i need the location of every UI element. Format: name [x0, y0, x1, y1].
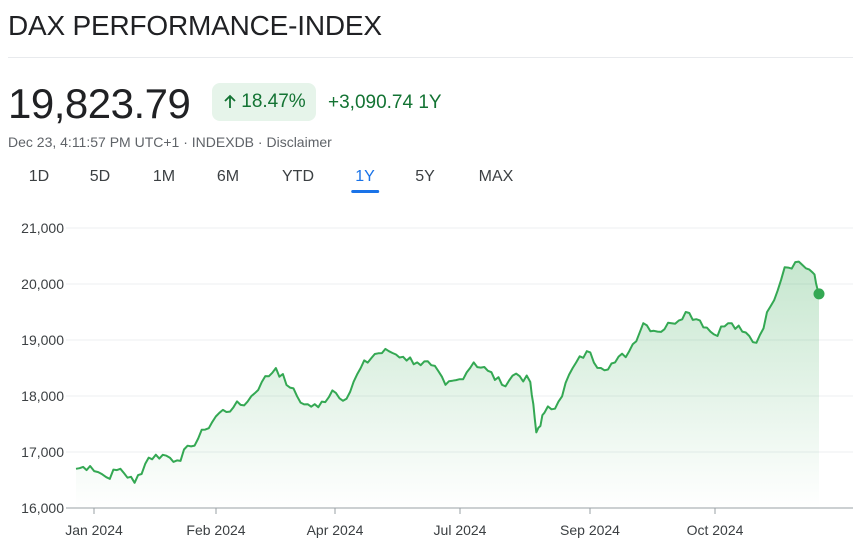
range-1y[interactable]: 1Y: [351, 166, 379, 193]
y-tick-label: 20,000: [21, 276, 64, 292]
x-tick-label: Apr 2024: [307, 522, 364, 538]
disclaimer-link[interactable]: Disclaimer: [266, 134, 332, 150]
x-tick-label: Jan 2024: [65, 522, 123, 538]
range-max[interactable]: MAX: [478, 168, 514, 185]
header-divider: [8, 57, 853, 58]
change-absolute: +3,090.74 1Y: [328, 92, 442, 114]
quote-meta: Dec 23, 4:11:57 PM UTC+1 · INDEXDB · Dis…: [8, 134, 332, 150]
y-tick-label: 16,000: [21, 500, 64, 516]
range-1m[interactable]: 1M: [152, 168, 176, 185]
range-1d[interactable]: 1D: [28, 168, 50, 185]
range-ytd[interactable]: YTD: [282, 168, 314, 185]
range-5y[interactable]: 5Y: [415, 168, 435, 185]
x-tick-label: Sep 2024: [560, 522, 620, 538]
change-percent-badge: 18.47%: [212, 83, 316, 121]
meta-separator: ·: [183, 134, 192, 150]
arrow-up-icon: [224, 94, 236, 108]
quote-source: INDEXDB: [191, 134, 255, 150]
page-title: DAX PERFORMANCE-INDEX: [8, 10, 382, 41]
current-price: 19,823.79: [8, 80, 191, 127]
x-tick-label: Jul 2024: [434, 522, 487, 538]
x-tick-label: Feb 2024: [186, 522, 245, 538]
price-line: [75, 260, 820, 484]
change-absolute-value: +3,090.74: [328, 92, 414, 113]
y-tick-label: 21,000: [21, 220, 64, 236]
current-price-marker: [813, 288, 825, 300]
y-tick-label: 18,000: [21, 388, 64, 404]
quote-timestamp: Dec 23, 4:11:57 PM UTC+1: [8, 134, 180, 150]
change-percent: 18.47%: [241, 91, 306, 112]
y-tick-label: 17,000: [21, 444, 64, 460]
change-period: 1Y: [418, 92, 442, 113]
y-tick-label: 19,000: [21, 332, 64, 348]
x-tick-label: Oct 2024: [687, 522, 744, 538]
price-chart: 21,000 20,000 19,000 18,000 17,000 16,000 Jan…: [21, 220, 853, 538]
meta-separator: ·: [257, 134, 267, 150]
range-6m[interactable]: 6M: [216, 168, 240, 185]
price-area: [76, 261, 819, 508]
range-5d[interactable]: 5D: [89, 168, 111, 185]
